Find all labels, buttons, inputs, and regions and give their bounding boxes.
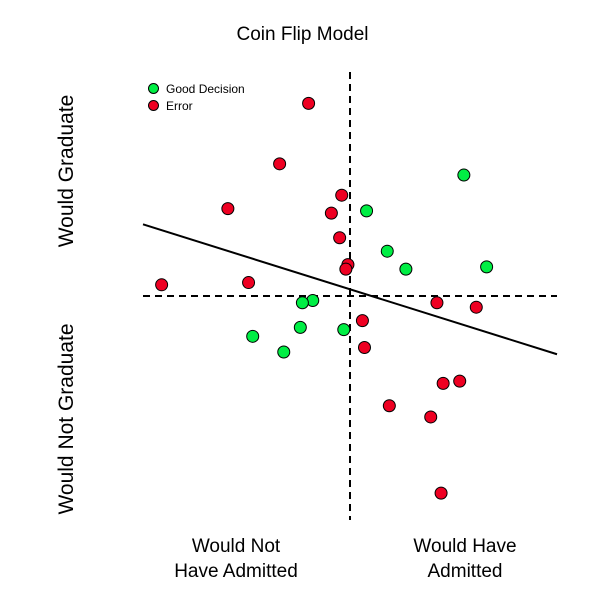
good-decision-point (380, 244, 394, 258)
x-axis-label-left-line1: Would Not (191, 536, 281, 557)
good-decision-point (246, 329, 260, 343)
good-decision-point (337, 323, 351, 337)
y-axis-label-bottom: Would Not Graduate (55, 323, 78, 515)
error-point (357, 341, 371, 355)
good-decision-point (360, 204, 374, 218)
error-point (355, 314, 369, 328)
chart-title: Coin Flip Model (236, 24, 369, 45)
good-decision-point (293, 320, 307, 334)
good-decision-point (277, 345, 291, 359)
legend-item-good: Good Decision (148, 80, 245, 97)
error-point (333, 231, 347, 245)
good-decision-point (399, 262, 413, 276)
legend: Good Decision Error (148, 80, 245, 114)
legend-marker-good (148, 83, 159, 94)
error-point (434, 486, 448, 500)
error-point (469, 300, 483, 314)
x-axis-label-right-line1: Would Have (413, 536, 517, 557)
error-point (430, 296, 444, 310)
good-decision-point (480, 260, 494, 274)
x-axis-label-right: Would Have Admitted (370, 534, 560, 584)
error-point (302, 96, 316, 110)
error-point (155, 278, 169, 292)
legend-label-good: Good Decision (166, 81, 245, 96)
error-point (242, 276, 256, 290)
error-point (382, 399, 396, 413)
error-point (324, 206, 338, 220)
legend-item-error: Error (148, 97, 245, 114)
good-decision-point (457, 168, 471, 182)
legend-label-error: Error (166, 98, 193, 113)
y-axis-label-top: Would Graduate (55, 94, 78, 248)
error-point (424, 410, 438, 424)
legend-marker-error (148, 100, 159, 111)
x-axis-label-left-line2: Have Admitted (174, 561, 298, 582)
error-point (436, 376, 450, 390)
error-point (339, 262, 353, 276)
x-axis-label-left: Would Not Have Admitted (141, 534, 331, 584)
error-point (273, 157, 287, 171)
error-point (221, 202, 235, 216)
error-point (335, 188, 349, 202)
x-axis-label-right-line2: Admitted (427, 561, 503, 582)
good-decision-point (295, 296, 309, 310)
error-point (453, 374, 467, 388)
fit-line (142, 223, 558, 356)
